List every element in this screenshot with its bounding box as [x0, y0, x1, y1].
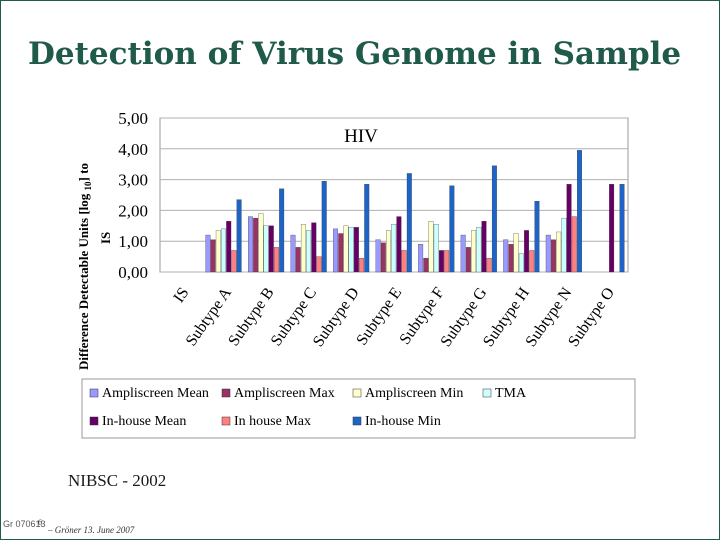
x-tick-label: IS: [170, 285, 192, 306]
bar: [513, 233, 519, 273]
legend-swatch: [482, 388, 492, 398]
y-tick-label: 5,00: [118, 109, 148, 128]
bar: [205, 234, 211, 273]
bar: [471, 230, 477, 273]
bar: [311, 222, 317, 273]
slide-title: Detection of Virus Genome in Sample: [28, 36, 682, 72]
bar: [556, 231, 562, 273]
bar: [364, 184, 370, 273]
bar: [561, 217, 567, 273]
legend-label: In house Max: [234, 414, 311, 429]
bar: [551, 239, 556, 273]
bar: [226, 221, 232, 273]
bar: [545, 234, 551, 273]
bar: [236, 199, 242, 273]
bar: [428, 221, 434, 273]
bar: [418, 244, 424, 273]
bar: [444, 250, 450, 273]
bar: [253, 217, 259, 273]
bar: [215, 230, 221, 273]
bar: [619, 184, 625, 273]
bar: [508, 244, 514, 273]
bar: [401, 250, 407, 273]
legend-swatch: [221, 416, 231, 426]
bar: [529, 250, 535, 273]
bar: [518, 253, 524, 273]
bar: [231, 250, 237, 273]
bar: [566, 184, 572, 273]
bar: [571, 216, 577, 273]
bar: [306, 230, 312, 273]
bar: [333, 228, 339, 273]
bar: [290, 234, 296, 273]
bar: [248, 216, 253, 273]
bar: [486, 257, 492, 273]
bar: [396, 216, 402, 273]
bar: [503, 239, 509, 273]
bar: [268, 225, 274, 273]
bar: [353, 227, 359, 273]
legend-label: In-house Mean: [102, 414, 186, 429]
bar: [359, 257, 365, 273]
y-tick-label: 4,00: [118, 140, 148, 159]
legend-label: Ampliscreen Mean: [102, 386, 209, 401]
bar: [423, 257, 429, 273]
bar: [343, 225, 349, 273]
bar: [465, 247, 471, 273]
bar: [386, 230, 391, 273]
bar: [295, 247, 301, 273]
bar: [433, 224, 439, 273]
footer-author: – Gröner 13. June 2007: [48, 525, 135, 535]
bar: [300, 224, 306, 273]
bar: [481, 221, 487, 273]
bar: [338, 233, 344, 273]
bar: [210, 239, 216, 273]
bar: [274, 247, 279, 273]
chart-title: HIV: [344, 126, 378, 147]
bar: [258, 213, 264, 273]
bar: [438, 250, 444, 273]
legend-label: TMA: [495, 386, 527, 401]
bar: [279, 188, 285, 273]
bar: [380, 242, 386, 273]
y-tick-label: 0,00: [118, 263, 148, 282]
source-label: NIBSC - 2002: [68, 471, 167, 490]
bar: [263, 225, 269, 273]
legend-label: Ampliscreen Min: [365, 386, 463, 401]
bar: [460, 234, 466, 273]
bar: [609, 184, 615, 273]
legend-swatch: [89, 388, 99, 398]
bar: [348, 227, 354, 273]
bar: [449, 185, 455, 273]
y-axis-label-second: IS: [98, 232, 113, 244]
bar: [221, 228, 226, 273]
bar: [375, 239, 381, 273]
y-axis-label: Difference Detectable Units [log 10] to: [76, 163, 93, 370]
bar: [534, 201, 540, 273]
legend-label: In-house Min: [365, 414, 441, 429]
bar: [406, 173, 412, 273]
legend-swatch: [352, 388, 362, 398]
bar: [476, 227, 482, 273]
legend-swatch: [221, 388, 231, 398]
bar: [321, 180, 327, 273]
bar: [577, 150, 582, 273]
footer-page-number: 6: [38, 518, 42, 527]
y-tick-label: 2,00: [118, 201, 148, 220]
legend-label: Ampliscreen Max: [234, 386, 335, 401]
footer-id: Gr 070613: [3, 519, 46, 529]
legend-swatch: [352, 416, 362, 426]
bar: [316, 256, 322, 273]
bar: [524, 230, 529, 273]
legend-swatch: [89, 416, 99, 426]
bar: [391, 224, 397, 273]
y-tick-label: 3,00: [118, 171, 148, 190]
bar: [491, 165, 497, 273]
y-tick-label: 1,00: [118, 232, 148, 251]
